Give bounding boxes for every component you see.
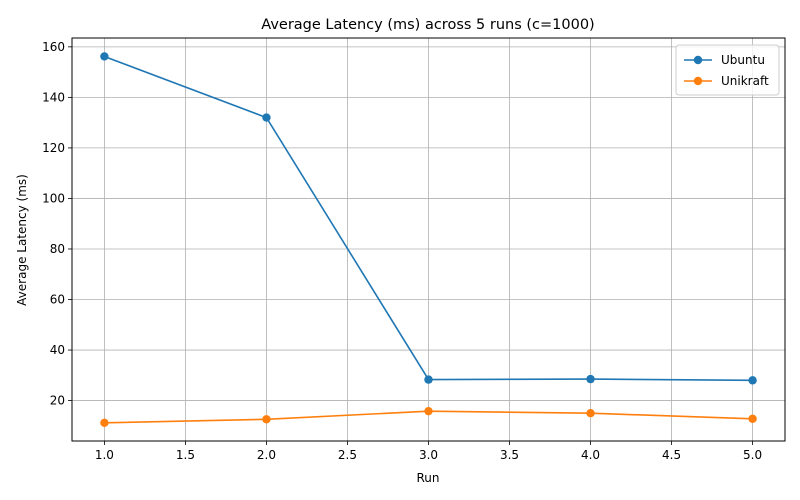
data-point-unikraft	[100, 418, 109, 428]
series-layer	[100, 52, 757, 428]
x-tick-label: 4.0	[581, 448, 600, 462]
data-point-unikraft	[748, 414, 757, 423]
data-point-ubuntu	[748, 376, 757, 385]
chart-title: Average Latency (ms) across 5 runs (c=10…	[261, 17, 594, 33]
data-point-ubuntu	[100, 52, 109, 61]
x-tick-label: 1.0	[95, 448, 114, 462]
legend: Ubuntu Unikraft	[675, 44, 780, 96]
x-tick-label: 4.5	[662, 448, 681, 462]
x-axis-label: Run	[416, 471, 439, 485]
legend-label-unikraft: Unikraft	[721, 74, 769, 88]
x-tick-label: 1.5	[176, 448, 195, 462]
series-unikraft	[100, 406, 757, 428]
legend-item-ubuntu: Ubuntu	[684, 53, 765, 67]
data-point-ubuntu	[586, 374, 595, 384]
legend-marker-ubuntu	[693, 55, 703, 65]
series-ubuntu	[100, 52, 757, 385]
x-tick-label: 2.5	[338, 448, 357, 462]
y-tick-label: 100	[42, 191, 65, 205]
y-axis-label: Average Latency (ms)	[15, 174, 29, 306]
y-tick-label: 20	[50, 394, 65, 408]
legend-label-ubuntu: Ubuntu	[721, 53, 765, 67]
grid	[72, 38, 785, 441]
legend-marker-unikraft	[693, 76, 703, 86]
y-tick-label: 80	[50, 242, 65, 256]
y-tick-label: 120	[42, 141, 65, 155]
data-point-ubuntu	[262, 113, 271, 122]
y-tick-label: 60	[50, 293, 65, 307]
data-point-unikraft	[262, 415, 271, 424]
data-point-ubuntu	[424, 375, 433, 384]
x-tick-label: 5.0	[743, 448, 762, 462]
x-tick-label: 2.0	[257, 448, 276, 462]
data-point-unikraft	[424, 406, 433, 416]
x-tick-label: 3.0	[419, 448, 438, 462]
y-tick-label: 160	[42, 40, 65, 54]
data-point-unikraft	[586, 409, 595, 418]
legend-item-unikraft: Unikraft	[684, 74, 769, 88]
x-tick-label: 3.5	[500, 448, 519, 462]
y-tick-label: 140	[42, 90, 65, 104]
y-tick-label: 40	[50, 343, 65, 357]
ticks: 1.0 1.5 2.0 2.5 3.0 3.5 4.0 4.5 5.0 20 40 60 80 100 12…	[42, 40, 762, 462]
